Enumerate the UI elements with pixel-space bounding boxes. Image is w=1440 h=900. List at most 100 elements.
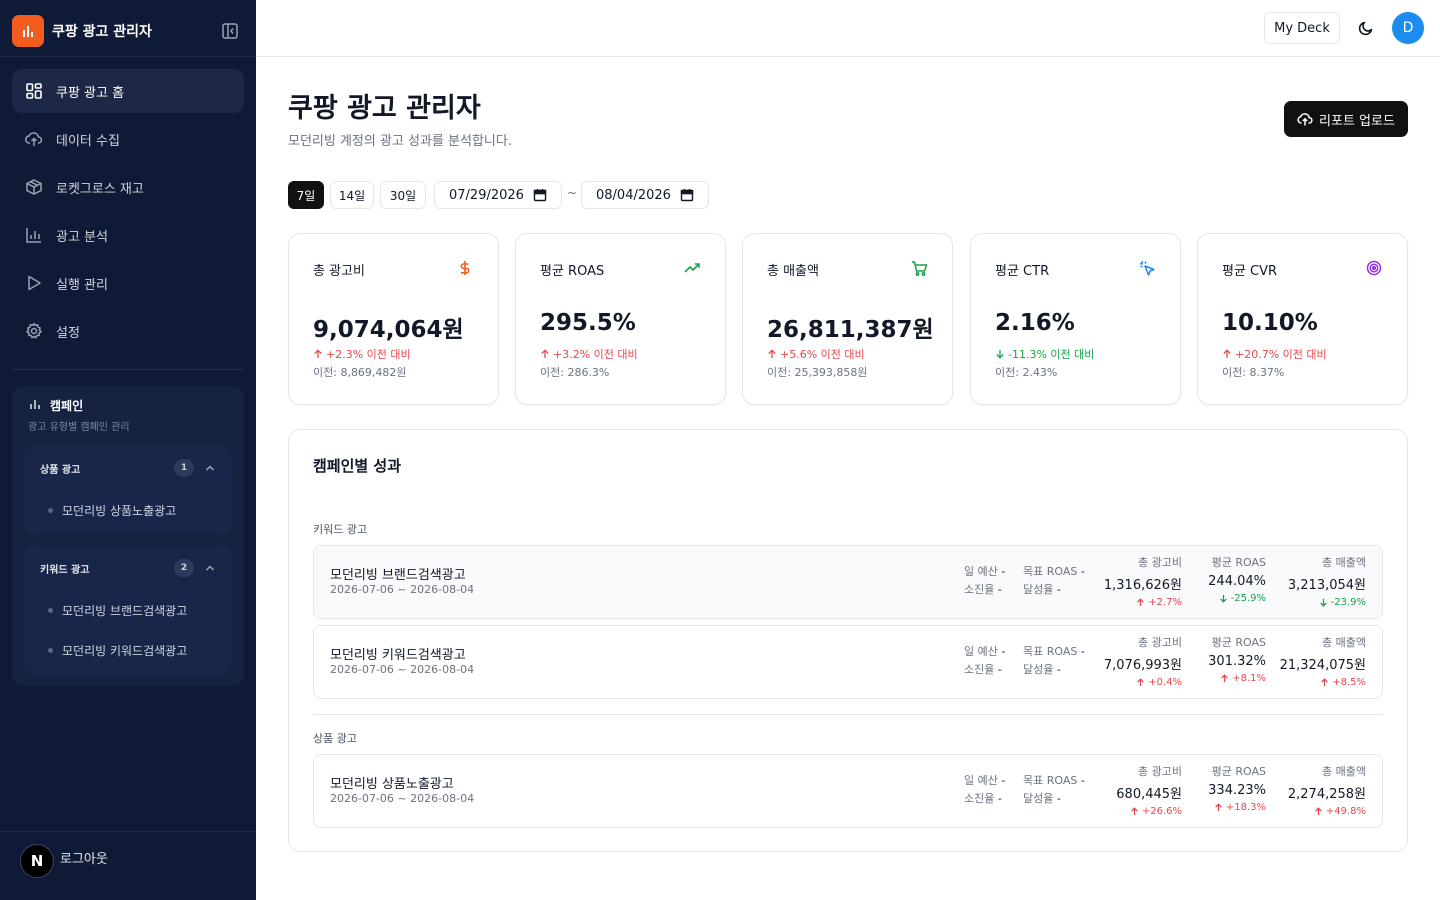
chevron-up-icon[interactable] <box>202 460 218 476</box>
stat-roas: 평균 ROAS 301.32% +8.1% <box>1208 634 1266 684</box>
kpi-label: 총 매출액 <box>767 264 819 279</box>
stat-spend: 총 광고비 680,445원 +26.6% <box>1116 763 1182 817</box>
package-icon <box>24 177 44 197</box>
stat-change: -25.9% <box>1208 593 1266 604</box>
nav-label: 설정 <box>56 325 80 341</box>
arrow-down-icon <box>1219 594 1227 603</box>
arrow-up-icon <box>768 349 776 358</box>
upload-report-button[interactable]: 리포트 업로드 <box>1284 101 1408 137</box>
bar-chart-icon <box>28 396 42 415</box>
range-7d-button[interactable]: 7일 <box>288 181 324 209</box>
spend-rate: 소진율 - <box>964 663 1002 676</box>
top-bar: My Deck D <box>256 0 1440 57</box>
campaign-group-label: 키워드 광고 <box>40 564 90 576</box>
chevron-up-icon[interactable] <box>202 560 218 576</box>
my-deck-button[interactable]: My Deck <box>1264 12 1340 44</box>
kpi-value: 2.16% <box>995 310 1075 336</box>
arrow-up-icon <box>1137 678 1145 687</box>
campaign-list-item[interactable]: 모던리빙 브랜드검색광고 <box>24 590 232 630</box>
achievement-rate: 달성율 - <box>1023 663 1061 676</box>
target-roas: 목표 ROAS - <box>1023 565 1085 578</box>
logout-button[interactable]: N 로그아웃 <box>20 844 108 878</box>
nav-label: 실행 관리 <box>56 277 108 293</box>
arrow-up-icon <box>314 349 322 358</box>
campaign-group-label: 상품 광고 <box>40 464 81 476</box>
kpi-value: 10.10% <box>1222 310 1318 336</box>
kpi-card-total-sales: 총 매출액 26,811,387원 +5.6% 이전 대비 이전: 25,393… <box>742 233 953 405</box>
campaign-row[interactable]: 모던리빙 브랜드검색광고 2026-07-06 ~ 2026-08-04 일 예… <box>313 545 1383 619</box>
calendar-icon[interactable] <box>680 188 694 206</box>
campaign-group-header[interactable]: 키워드 광고 2 <box>24 546 232 590</box>
kpi-card-avg-ctr: 평균 CTR 2.16% -11.3% 이전 대비 이전: 2.43% <box>970 233 1181 405</box>
stat-value: 244.04% <box>1208 574 1266 589</box>
arrow-up-icon <box>1131 807 1138 816</box>
nav-item-data-collection[interactable]: 데이터 수집 <box>12 117 244 161</box>
end-date-input[interactable]: 08/04/2026 <box>581 181 709 209</box>
range-14d-button[interactable]: 14일 <box>330 181 374 209</box>
bullet-dot-icon <box>48 507 53 513</box>
kpi-label: 평균 CVR <box>1222 264 1278 279</box>
kpi-card-avg-cvr: 평균 CVR 10.10% +20.7% 이전 대비 이전: 8.37% <box>1197 233 1408 405</box>
stat-value: 2,274,258원 <box>1287 787 1366 802</box>
campaign-panel-header: 캠페인 <box>28 396 83 415</box>
brand: 쿠팡 광고 관리자 <box>12 15 244 47</box>
arrow-up-icon <box>1215 803 1222 812</box>
moon-icon[interactable] <box>1354 16 1378 40</box>
stat-change: -23.9% <box>1288 597 1366 608</box>
stat-value: 7,076,993원 <box>1103 658 1182 673</box>
nav-label: 데이터 수집 <box>56 133 120 149</box>
bar-chart-icon <box>24 225 44 245</box>
kpi-value: 9,074,064원 <box>313 317 464 343</box>
campaign-row[interactable]: 모던리빙 키워드검색광고 2026-07-06 ~ 2026-08-04 일 예… <box>313 625 1383 699</box>
campaign-group-keyword: 키워드 광고 2 모던리빙 브랜드검색광고 모던리빙 키워드검색광고 <box>24 546 232 674</box>
daily-budget: 일 예산 - <box>964 565 1006 578</box>
start-date-input[interactable]: 07/29/2026 <box>434 181 562 209</box>
range-30d-button[interactable]: 30일 <box>380 181 426 209</box>
start-date-value: 07/29/2026 <box>449 187 524 203</box>
nav-item-settings[interactable]: 설정 <box>12 309 244 353</box>
bullet-dot-icon <box>48 647 53 653</box>
campaign-list-label: 모던리빙 상품노출광고 <box>62 503 177 518</box>
stat-value: 334.23% <box>1208 783 1266 798</box>
campaign-dates: 2026-07-06 ~ 2026-08-04 <box>330 663 475 676</box>
kpi-previous: 이전: 8,869,482원 <box>313 366 407 379</box>
stat-label: 총 매출액 <box>1322 765 1366 778</box>
arrow-up-icon <box>1221 674 1229 683</box>
cursor-click-icon <box>1138 259 1156 277</box>
campaign-row[interactable]: 모던리빙 상품노출광고 2026-07-06 ~ 2026-08-04 일 예산… <box>313 754 1383 828</box>
stat-sales: 총 매출액 3,213,054원 -23.9% <box>1288 554 1366 608</box>
cart-icon <box>910 259 928 277</box>
campaign-group-header[interactable]: 상품 광고 1 <box>24 446 232 490</box>
grid-icon <box>24 81 44 101</box>
nav-item-execution[interactable]: 실행 관리 <box>12 261 244 305</box>
divider <box>0 56 256 57</box>
count-badge: 1 <box>174 459 194 477</box>
kpi-label: 평균 ROAS <box>540 264 605 279</box>
stat-label: 총 광고비 <box>1138 765 1182 778</box>
stat-label: 총 광고비 <box>1138 636 1182 649</box>
kpi-previous: 이전: 8.37% <box>1222 366 1285 379</box>
date-separator: ~ <box>567 186 578 200</box>
divider <box>0 831 256 832</box>
sidebar: 쿠팡 광고 관리자 쿠팡 광고 홈 데이터 수집 로켓그로스 재고 <box>0 0 256 900</box>
campaign-list-item[interactable]: 모던리빙 키워드검색광고 <box>24 630 232 670</box>
calendar-icon[interactable] <box>533 188 547 206</box>
stat-label: 평균 ROAS <box>1211 765 1266 778</box>
bar-chart-logo-icon <box>12 15 44 47</box>
daily-budget: 일 예산 - <box>964 645 1006 658</box>
nav-item-ad-analysis[interactable]: 광고 분석 <box>12 213 244 257</box>
page-subtitle: 모던리빙 계정의 광고 성과를 분석합니다. <box>288 134 512 149</box>
achievement-rate: 달성율 - <box>1023 792 1061 805</box>
campaign-list-item[interactable]: 모던리빙 상품노출광고 <box>24 490 232 530</box>
sidebar-collapse-icon[interactable] <box>220 21 240 41</box>
nav-label: 광고 분석 <box>56 229 108 245</box>
stat-label: 총 광고비 <box>1138 556 1182 569</box>
stat-roas: 평균 ROAS 334.23% +18.3% <box>1208 763 1266 813</box>
user-avatar[interactable]: D <box>1392 12 1424 44</box>
stat-spend: 총 광고비 1,316,626원 +2.7% <box>1104 554 1182 608</box>
stat-value: 301.32% <box>1208 654 1266 669</box>
gear-icon <box>24 321 44 341</box>
kpi-change: +3.2% 이전 대비 <box>540 346 638 362</box>
nav-item-rocket-growth-inventory[interactable]: 로켓그로스 재고 <box>12 165 244 209</box>
nav-item-home[interactable]: 쿠팡 광고 홈 <box>12 69 244 113</box>
